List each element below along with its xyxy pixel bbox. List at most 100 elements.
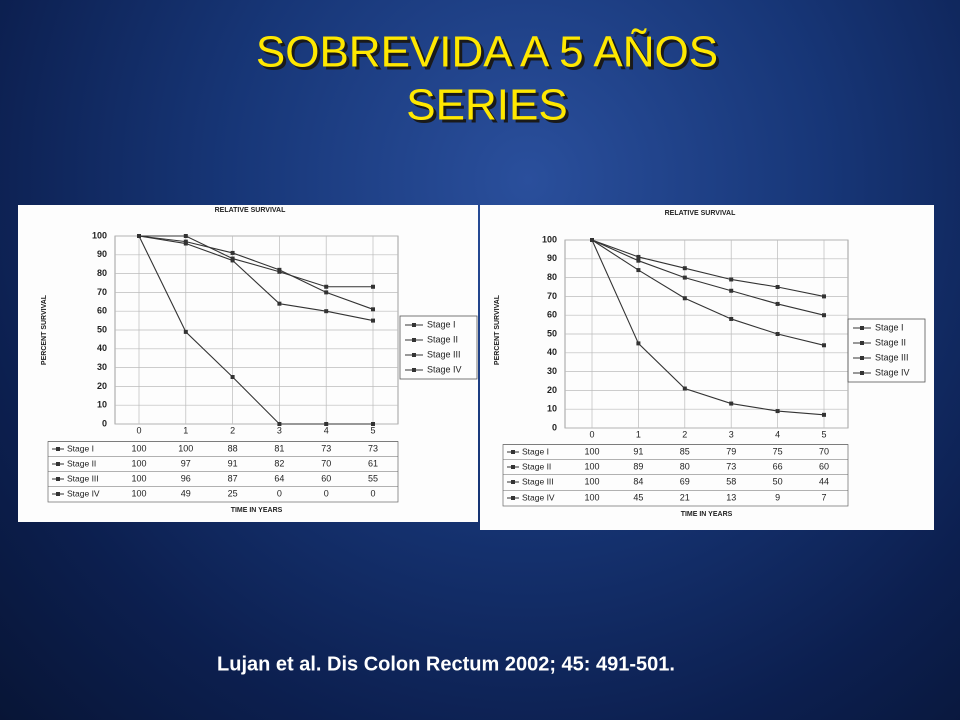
y-tick-label: 80 (547, 272, 557, 282)
table-marker (511, 465, 515, 469)
table-header: 1 (183, 425, 188, 435)
legend-marker (860, 326, 864, 330)
table-cell: 73 (726, 461, 736, 471)
table-cell: 44 (819, 476, 829, 486)
title-shadow: SOBREVIDA A 5 AÑOS (259, 30, 721, 80)
table-cell: 96 (181, 473, 191, 483)
table-row-label: Stage II (522, 461, 551, 471)
data-point (636, 254, 641, 259)
table-row-label: Stage III (67, 473, 99, 483)
data-point (729, 288, 734, 293)
legend-marker (860, 341, 864, 345)
table-cell: 79 (726, 446, 736, 456)
table-header: 5 (821, 429, 826, 439)
data-point (230, 258, 235, 263)
title-line: SERIES (406, 81, 567, 130)
legend-label: Stage III (427, 349, 461, 359)
legend-marker (412, 368, 416, 372)
table-cell: 100 (131, 443, 146, 453)
data-point (775, 332, 780, 336)
data-point (636, 341, 641, 346)
y-tick-label: 70 (97, 287, 107, 297)
data-point (324, 309, 329, 314)
data-point (775, 301, 780, 306)
legend-marker (860, 371, 864, 375)
table-cell: 85 (680, 446, 690, 456)
series-line (591, 239, 825, 297)
y-tick-label: 100 (92, 230, 107, 240)
y-tick-label: 100 (542, 234, 557, 244)
legend-label: Stage I (875, 322, 904, 332)
table-cell: 7 (821, 492, 826, 502)
data-point (729, 277, 734, 282)
data-point (183, 329, 188, 334)
table-row-label: Stage I (522, 446, 549, 456)
table-row-label: Stage IV (67, 488, 100, 498)
data-point (590, 238, 594, 242)
data-point (137, 234, 141, 238)
data-point (277, 422, 282, 426)
table-header: 3 (729, 429, 734, 439)
table-cell: 55 (368, 473, 378, 483)
table-cell: 88 (228, 443, 238, 453)
series-line (139, 235, 373, 288)
chart-title: RELATIVE SURVIVAL (215, 207, 287, 214)
legend-frame (847, 318, 926, 383)
y-tick-label: 50 (97, 324, 107, 334)
y-tick-label: 60 (547, 310, 557, 320)
table-cell: 73 (321, 443, 331, 453)
series-line (591, 239, 825, 316)
y-tick-label: 90 (97, 249, 107, 259)
table-cell: 50 (773, 476, 783, 486)
y-tick-label: 70 (547, 291, 557, 301)
title-shadow: SERIES (409, 84, 570, 133)
table-header: 1 (636, 429, 641, 439)
table-cell: 100 (584, 446, 599, 456)
legend-marker (860, 356, 864, 360)
table-cell: 87 (228, 473, 238, 483)
legend-label: Stage II (875, 337, 906, 347)
table-cell: 0 (277, 488, 282, 498)
table-cell: 80 (680, 461, 690, 471)
table-cell: 0 (324, 488, 329, 498)
table-marker (56, 447, 60, 451)
data-point (371, 307, 375, 312)
table-cell: 73 (368, 443, 378, 453)
y-axis-label: PERCENT SURVIVAL (41, 294, 48, 365)
table-cell: 58 (726, 476, 736, 486)
x-axis-label: TIME IN YEARS (231, 507, 283, 514)
table-cell: 49 (181, 488, 191, 498)
y-tick-label: 30 (97, 362, 107, 372)
data-point (682, 386, 687, 391)
chart-title: RELATIVE SURVIVAL (665, 210, 737, 217)
table-cell: 25 (228, 488, 238, 498)
table-row-label: Stage I (67, 443, 94, 453)
table-cell: 100 (131, 458, 146, 468)
data-point (371, 318, 375, 323)
y-tick-label: 10 (97, 400, 107, 410)
y-tick-label: 20 (547, 385, 557, 395)
table-row-label: Stage II (67, 458, 96, 468)
chart-panel (480, 205, 934, 530)
table-header: 2 (682, 429, 687, 439)
data-point (277, 301, 282, 306)
table-header: 5 (370, 425, 375, 435)
legend-label: Stage II (427, 334, 458, 344)
y-tick-label: 90 (547, 253, 557, 263)
data-point (682, 296, 687, 301)
table-cell: 100 (584, 476, 599, 486)
table-cell: 100 (584, 461, 599, 471)
legend-label: Stage III (875, 352, 909, 362)
y-axis-label: PERCENT SURVIVAL (494, 294, 501, 365)
data-point (183, 234, 188, 238)
data-point (682, 275, 687, 280)
table-cell: 100 (131, 473, 146, 483)
table-marker (511, 480, 515, 484)
table-cell: 64 (274, 473, 284, 483)
series-line (138, 235, 373, 425)
table-marker (56, 462, 60, 466)
data-point (183, 241, 188, 246)
legend-frame (399, 315, 478, 380)
table-cell: 45 (633, 492, 643, 502)
data-point (324, 284, 329, 289)
